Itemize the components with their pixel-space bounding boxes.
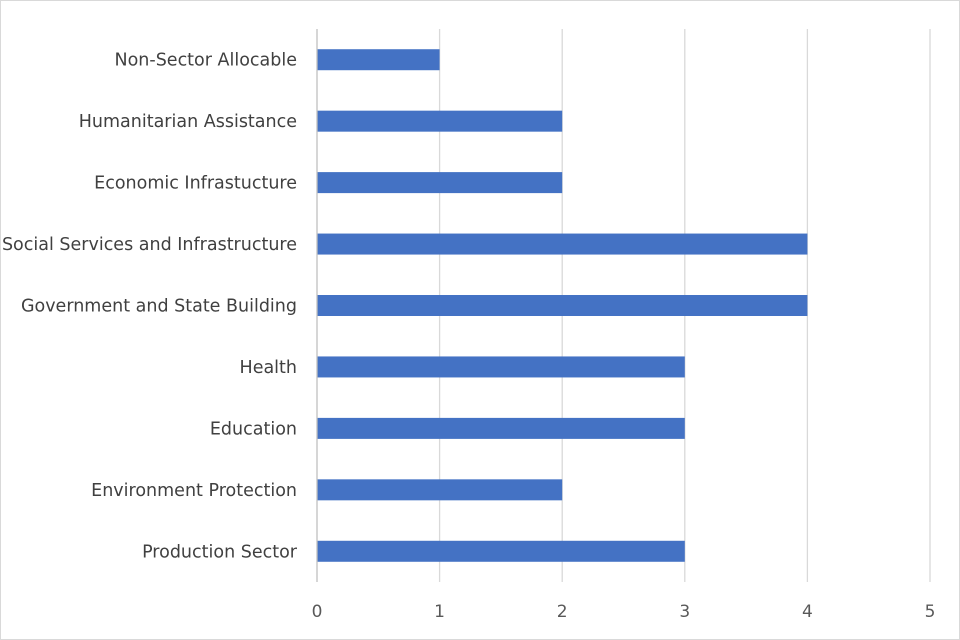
x-tick-label: 2	[557, 602, 568, 622]
bar	[317, 540, 685, 562]
category-label: Education	[210, 419, 297, 439]
x-tick-label: 4	[802, 602, 813, 622]
bar	[317, 356, 685, 378]
bar	[317, 233, 808, 255]
labels: 0 1 2 3 4 5 Non-Sector Allocable Humanitarian A…	[2, 51, 935, 622]
category-label: Social Services and Infrastructure	[2, 235, 297, 255]
category-label: Health	[240, 358, 297, 378]
category-label: Government and State Building	[21, 297, 297, 317]
bar	[317, 479, 563, 501]
bar	[317, 295, 808, 316]
category-label: Economic Infrastucture	[94, 174, 297, 194]
x-tick-label: 0	[312, 602, 323, 622]
x-tick-label: 3	[679, 602, 690, 622]
bars	[317, 49, 808, 562]
bar	[317, 110, 563, 132]
bar	[317, 417, 685, 439]
category-label: Environment Protection	[91, 481, 297, 501]
category-label: Humanitarian Assistance	[79, 112, 297, 132]
category-label: Production Sector	[142, 542, 298, 562]
category-label: Non-Sector Allocable	[114, 51, 297, 71]
bar	[317, 172, 563, 194]
x-tick-label: 5	[925, 602, 936, 622]
bar	[317, 49, 440, 71]
x-tick-label: 1	[434, 602, 445, 622]
